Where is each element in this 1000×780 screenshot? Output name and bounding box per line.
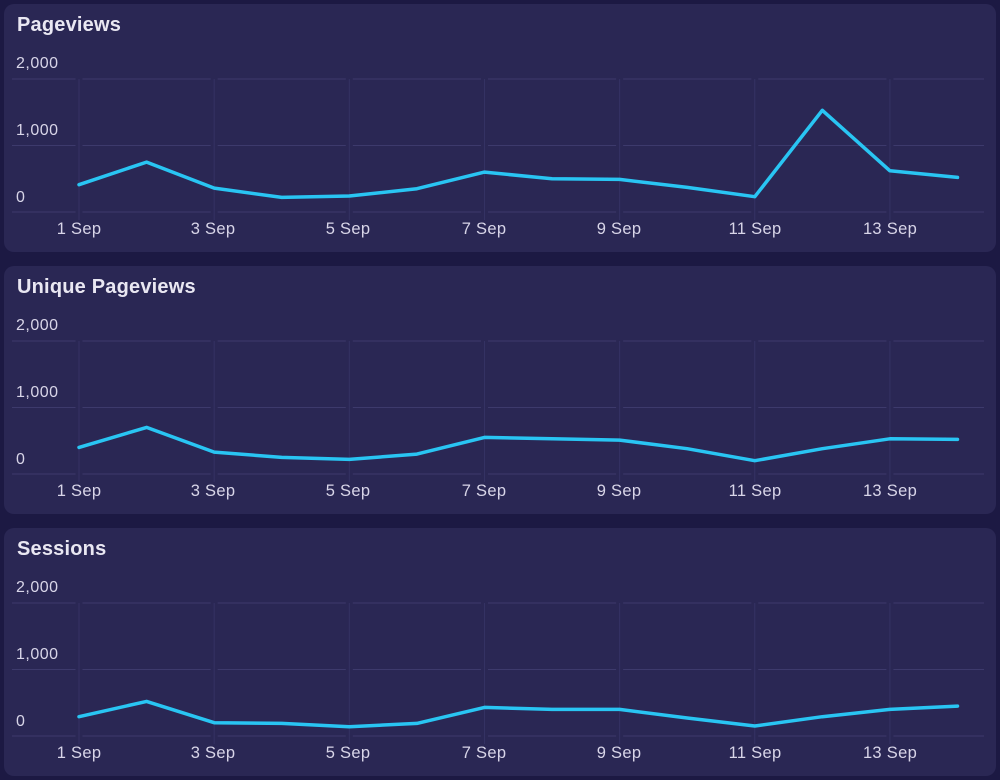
x-axis-tick: 11 Sep [728, 482, 782, 500]
x-axis-tick: 1 Sep [56, 220, 102, 238]
y-axis-tick-1000: 1,000 [16, 646, 59, 663]
x-axis-tick: 5 Sep [325, 220, 371, 238]
sessions-line-chart [12, 602, 984, 744]
chart-title-sessions: Sessions [17, 538, 107, 560]
x-axis-tick: 1 Sep [56, 744, 102, 762]
chart-title-pageviews: Pageviews [17, 14, 122, 36]
x-axis-tick: 11 Sep [728, 744, 782, 762]
x-axis-tick: 3 Sep [190, 482, 236, 500]
y-axis-tick-1000: 1,000 [16, 122, 59, 139]
chart-panel-sessions: Sessions 2,000 1,000 0 1 Sep 3 Sep 5 Sep… [4, 528, 996, 776]
y-axis-tick-2000: 2,000 [16, 55, 59, 72]
y-axis-tick-0: 0 [16, 189, 26, 206]
x-axis-tick: 9 Sep [596, 220, 642, 238]
x-axis-tick: 5 Sep [325, 744, 371, 762]
y-axis-tick-0: 0 [16, 713, 26, 730]
x-axis-tick: 13 Sep [862, 482, 918, 500]
y-axis-tick-0: 0 [16, 451, 26, 468]
y-axis-tick-2000: 2,000 [16, 579, 59, 596]
x-axis-tick: 7 Sep [461, 482, 507, 500]
x-axis-tick: 5 Sep [325, 482, 371, 500]
x-axis-tick: 9 Sep [596, 744, 642, 762]
x-axis-tick: 3 Sep [190, 744, 236, 762]
chart-title-unique-pageviews: Unique Pageviews [17, 276, 196, 298]
y-axis-tick-2000: 2,000 [16, 317, 59, 334]
chart-panel-pageviews: Pageviews 2,000 1,000 0 1 Sep 3 Sep 5 Se… [4, 4, 996, 252]
x-axis-tick: 1 Sep [56, 482, 102, 500]
x-axis-tick: 3 Sep [190, 220, 236, 238]
x-axis-tick: 13 Sep [862, 220, 918, 238]
y-axis-tick-1000: 1,000 [16, 384, 59, 401]
unique-pageviews-line-chart [12, 340, 984, 482]
x-axis-tick: 11 Sep [728, 220, 782, 238]
pageviews-line-chart [12, 78, 984, 220]
x-axis-tick: 7 Sep [461, 220, 507, 238]
chart-panel-unique-pageviews: Unique Pageviews 2,000 1,000 0 1 Sep 3 S… [4, 266, 996, 514]
x-axis-tick: 7 Sep [461, 744, 507, 762]
x-axis-tick: 13 Sep [862, 744, 918, 762]
x-axis-tick: 9 Sep [596, 482, 642, 500]
